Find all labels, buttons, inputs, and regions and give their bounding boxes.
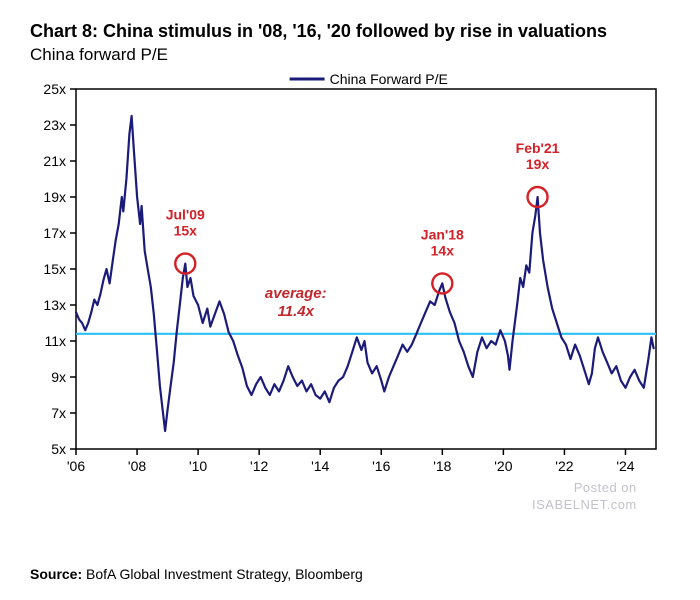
annotation-label: 19x [526,156,550,172]
annotation-label: Feb'21 [516,140,560,156]
average-label: average: [265,284,327,301]
x-tick-label: '22 [555,458,573,474]
y-tick-label: 7x [51,405,66,421]
source-text: BofA Global Investment Strategy, Bloombe… [86,566,363,582]
source-label: Source: [30,566,82,582]
x-tick-label: '14 [311,458,329,474]
y-tick-label: 21x [43,153,66,169]
average-label: 11.4x [278,302,315,319]
chart-container: Chart 8: China stimulus in '08, '16, '20… [0,0,700,600]
y-tick-label: 19x [43,189,66,205]
y-tick-label: 13x [43,297,66,313]
annotation-label: Jul'09 [166,206,205,222]
y-tick-label: 17x [43,225,66,241]
x-tick-label: '24 [616,458,634,474]
chart-title: Chart 8: China stimulus in '08, '16, '20… [30,20,670,43]
watermark-line2: ISABELNET.com [532,497,637,514]
y-tick-label: 25x [43,81,66,97]
x-tick-label: '18 [433,458,451,474]
x-tick-label: '20 [494,458,512,474]
legend-label: China Forward P/E [330,71,448,87]
y-tick-label: 23x [43,117,66,133]
x-tick-label: '06 [67,458,85,474]
annotation-label: 14x [431,242,455,258]
y-tick-label: 5x [51,441,66,457]
x-tick-label: '10 [189,458,207,474]
annotation-label: Jan'18 [421,226,464,242]
watermark: Posted on ISABELNET.com [532,480,637,514]
x-tick-label: '08 [128,458,146,474]
line-chart: 5x 7x 9x 11x 13x 15x 17x 19x 21x 23x 25x '06 '08 '10 '… [30,65,670,495]
y-tick-label: 11x [44,333,66,349]
y-tick-label: 15x [43,261,66,277]
y-tick-label: 9x [51,369,66,385]
chart-subtitle: China forward P/E [30,45,670,65]
series-line [76,116,654,431]
source-line: Source: BofA Global Investment Strategy,… [30,566,363,582]
annotation-label: 15x [174,222,198,238]
x-tick-label: '12 [250,458,268,474]
watermark-line1: Posted on [532,480,637,497]
x-tick-label: '16 [372,458,390,474]
